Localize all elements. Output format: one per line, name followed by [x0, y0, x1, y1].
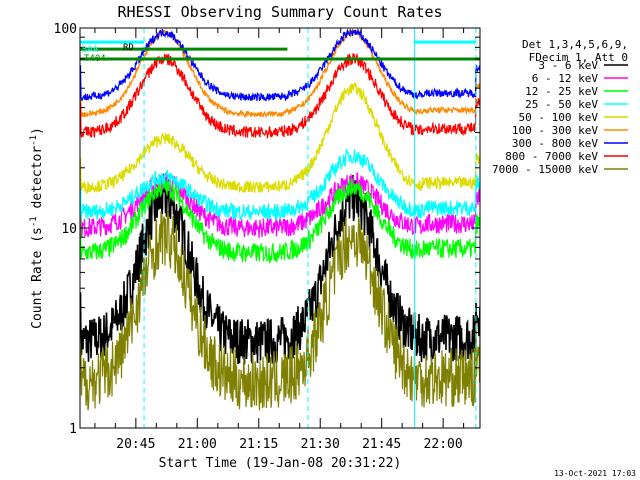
x-tick-label: 21:30 [301, 437, 340, 452]
legend-label: 100 - 300 keV [512, 124, 598, 137]
chart-title: RHESSI Observing Summary Count Rates [117, 3, 442, 21]
legend-label: 800 - 7000 keV [505, 150, 598, 163]
series-line-2 [80, 177, 480, 265]
legend-label: 25 - 50 keV [525, 98, 598, 111]
y-axis-label: Count Rate (s-1 detector-1) [29, 127, 45, 329]
legend-label: 50 - 100 keV [519, 111, 599, 124]
x-tick-label: 20:45 [116, 437, 155, 452]
x-tick-label: 21:00 [178, 437, 217, 452]
legend-label: 6 - 12 keV [532, 72, 599, 85]
y-axis: 1 10 100 [54, 22, 480, 437]
legend-label: 12 - 25 keV [525, 85, 598, 98]
series-line-6 [80, 28, 480, 102]
series-line-0 [80, 173, 480, 365]
footer-date: 13-Oct-2021 17:03 [554, 469, 636, 478]
legend-label: 300 - 800 keV [512, 137, 598, 150]
legend-label: 3 - 6 keV [538, 59, 598, 72]
series-line-8 [80, 209, 480, 411]
annotation-layer: SAA RD T404 [82, 43, 134, 64]
y-tick-label: 10 [61, 222, 77, 237]
series-line-7 [80, 52, 480, 139]
series-line-5 [80, 28, 480, 119]
series-line-3 [80, 147, 480, 222]
x-axis: 20:45 21:00 21:15 21:30 21:45 22:00 [94, 28, 465, 452]
x-tick-label: 21:45 [362, 437, 401, 452]
legend-header: FDecim 1, Att 0 [529, 51, 628, 64]
x-tick-label: 21:15 [239, 437, 278, 452]
series-layer [80, 28, 480, 411]
annotation-t404: T404 [84, 54, 106, 64]
legend-header: Det 1,3,4,5,6,9, [522, 38, 628, 51]
y-tick-label: 100 [54, 22, 77, 37]
plot-area [79, 27, 481, 429]
annotation-rd: RD [123, 43, 134, 53]
series-line-4 [80, 82, 480, 196]
x-axis-label: Start Time (19-Jan-08 20:31:22) [159, 456, 402, 471]
x-tick-label: 22:00 [424, 437, 463, 452]
y-tick-label: 1 [69, 422, 77, 437]
legend-label: 7000 - 15000 keV [492, 163, 598, 176]
annotation-saa: SAA [82, 45, 99, 55]
marker-layer [80, 28, 480, 428]
legend: Det 1,3,4,5,6,9,FDecim 1, Att 03 - 6 keV… [492, 38, 628, 176]
